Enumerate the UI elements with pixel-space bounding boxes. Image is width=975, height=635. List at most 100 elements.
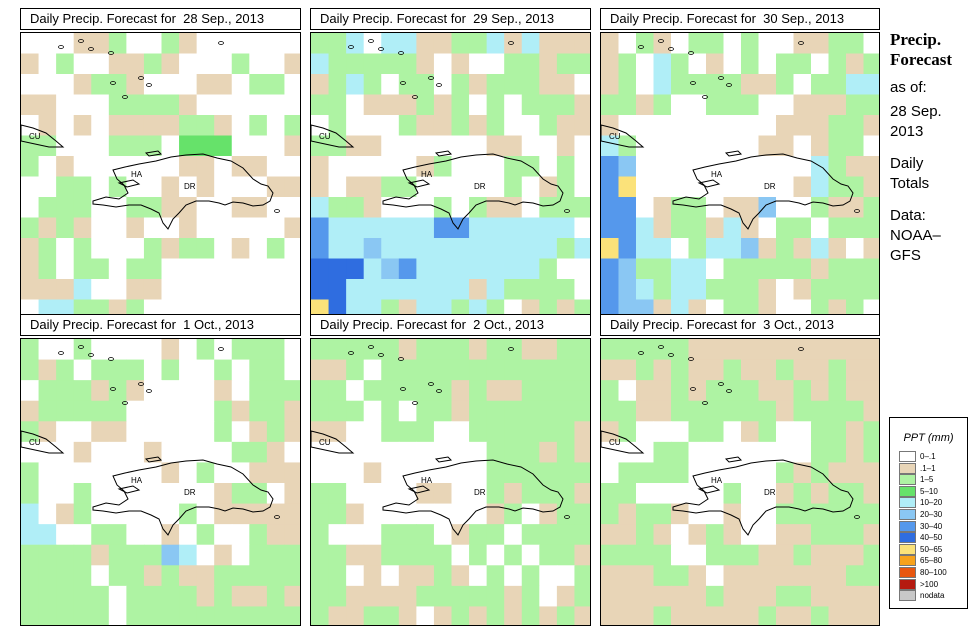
precip-cell xyxy=(284,606,300,625)
precip-cell xyxy=(539,565,558,587)
precip-cell xyxy=(56,585,75,608)
precip-cell xyxy=(284,421,300,443)
precip-cell xyxy=(143,359,163,381)
precip-cell xyxy=(38,258,57,280)
precip-cell xyxy=(56,606,75,625)
panel-title: Daily Precip. Forecast for 30 Sep., 2013 xyxy=(600,8,880,30)
legend-label: 5–10 xyxy=(920,486,938,496)
precip-cell xyxy=(381,380,400,402)
tortuga-coastline xyxy=(144,150,163,157)
precip-cell xyxy=(284,217,300,239)
precip-cell xyxy=(73,217,92,239)
precip-cell xyxy=(793,217,812,239)
precip-cell xyxy=(179,135,198,157)
precip-cell xyxy=(179,115,198,137)
islet-outline xyxy=(726,389,732,393)
precip-cell xyxy=(618,279,637,301)
tortuga-coastline xyxy=(434,456,453,463)
precip-cell xyxy=(863,400,879,422)
precip-cell xyxy=(556,462,576,484)
precip-cell xyxy=(231,400,250,422)
precip-cell xyxy=(863,156,879,178)
precip-cell xyxy=(811,606,830,625)
precip-cell xyxy=(231,299,250,318)
precip-cell xyxy=(21,544,40,566)
precip-cell xyxy=(284,503,300,525)
precip-cell xyxy=(828,135,847,157)
precip-cell xyxy=(108,441,127,464)
precip-cell xyxy=(38,421,57,443)
precip-cell xyxy=(846,565,865,587)
precip-cell xyxy=(504,197,523,219)
precip-cell xyxy=(636,565,655,587)
precip-cell xyxy=(574,524,590,546)
precip-cell xyxy=(486,94,505,116)
precip-cell xyxy=(398,339,417,361)
precip-cell xyxy=(381,197,400,219)
precip-cell xyxy=(126,462,145,484)
precip-cell xyxy=(73,441,92,464)
precip-cell xyxy=(846,53,865,75)
precip-cell xyxy=(91,339,110,361)
precip-cell xyxy=(38,135,57,157)
precip-cell xyxy=(381,585,400,608)
precip-cell xyxy=(758,197,777,219)
precip-cell xyxy=(433,462,453,484)
precip-cell xyxy=(346,197,365,219)
precip-cell xyxy=(143,483,163,505)
side-totals-line2: Totals xyxy=(890,175,930,192)
precip-cell xyxy=(758,544,777,566)
islet-outline xyxy=(854,209,860,213)
country-label: DR xyxy=(764,182,776,191)
precip-cell xyxy=(214,585,233,608)
precip-cell xyxy=(671,524,690,546)
precip-cell xyxy=(266,279,286,301)
islet-outline xyxy=(702,95,708,99)
precip-cell xyxy=(846,258,865,280)
precip-cell xyxy=(793,176,812,198)
precip-cell xyxy=(469,115,488,137)
precip-cell xyxy=(706,359,725,381)
precip-cell xyxy=(574,565,590,587)
precip-cell xyxy=(504,483,523,505)
precip-cell xyxy=(56,115,75,137)
precip-cell xyxy=(556,197,576,219)
precip-cell xyxy=(21,94,40,116)
precip-cell xyxy=(73,53,92,75)
precip-cell xyxy=(214,606,233,625)
precip-cell xyxy=(653,74,672,96)
precip-cell xyxy=(671,585,690,608)
precip-cell xyxy=(346,606,365,625)
precip-cell xyxy=(214,53,233,75)
islet-outline xyxy=(412,95,418,99)
precip-cell xyxy=(451,94,470,116)
precip-cell xyxy=(776,359,795,381)
precip-cell xyxy=(179,339,198,361)
precip-cell xyxy=(671,380,690,402)
precip-cell xyxy=(56,544,75,566)
precip-cell xyxy=(21,115,40,137)
precip-cell xyxy=(266,400,286,422)
country-label: CU xyxy=(29,132,41,141)
precip-cell xyxy=(653,503,672,525)
precip-cell xyxy=(811,421,830,443)
precip-cell xyxy=(671,421,690,443)
panel-title: Daily Precip. Forecast for 2 Oct., 2013 xyxy=(310,314,591,336)
precip-cell xyxy=(601,606,620,625)
precip-cell xyxy=(433,380,453,402)
precip-cell xyxy=(91,585,110,608)
precip-cell xyxy=(706,33,725,55)
precip-cell xyxy=(469,524,488,546)
precip-cell xyxy=(574,115,590,137)
precip-cell xyxy=(653,441,672,464)
precip-cell xyxy=(346,279,365,301)
precip-cell xyxy=(469,279,488,301)
precip-cell xyxy=(161,217,180,239)
precip-cell xyxy=(556,74,576,96)
precip-cell xyxy=(381,238,400,260)
islet-outline xyxy=(400,81,406,85)
precip-cell xyxy=(231,565,250,587)
precip-cell xyxy=(179,462,198,484)
precip-cell xyxy=(381,299,400,318)
precip-cell xyxy=(828,115,847,137)
